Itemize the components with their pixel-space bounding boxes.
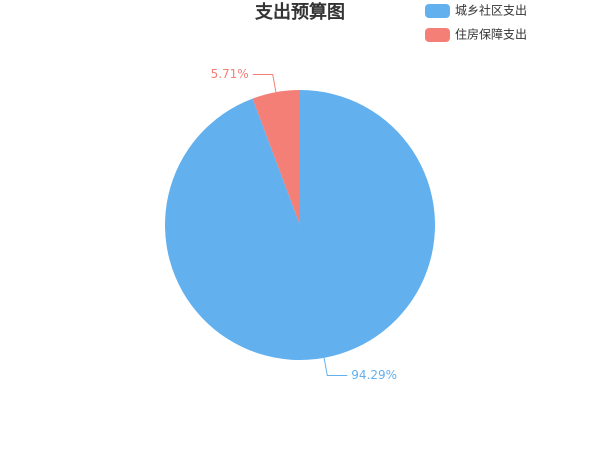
legend-label: 城乡社区支出	[455, 3, 527, 18]
label-line	[252, 73, 277, 93]
chart-title: 支出预算图	[254, 1, 345, 23]
legend-label: 住房保障支出	[455, 27, 527, 42]
label-line	[323, 357, 348, 377]
legend-swatch	[425, 28, 450, 42]
legend-swatch	[425, 4, 450, 18]
data-label: 94.29%	[351, 368, 397, 382]
pie-slice	[252, 90, 300, 225]
data-label: 5.71%	[211, 67, 249, 81]
